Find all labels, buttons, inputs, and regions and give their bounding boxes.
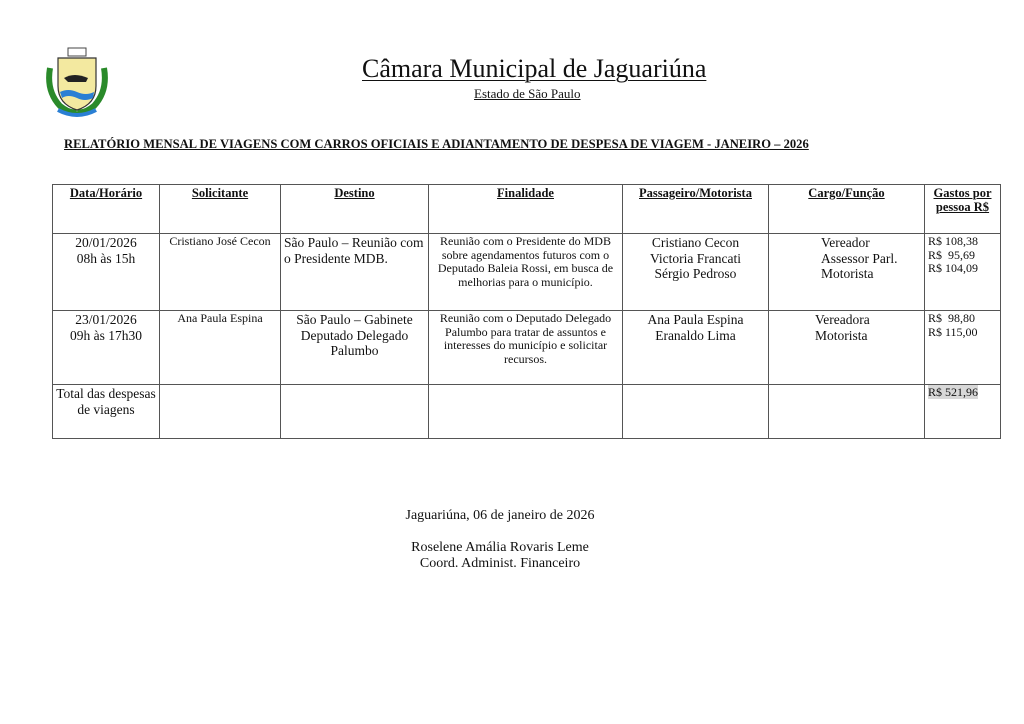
empty-cell [280, 384, 429, 439]
time: 09h às 17h30 [70, 327, 142, 343]
date-cell: 20/01/2026 08h às 15h [52, 233, 160, 311]
header-role: Cargo/Função [768, 184, 925, 234]
passenger: Victoria Francati [649, 250, 742, 266]
role-cell: Vereador Assessor Parl. Motorista [768, 233, 925, 311]
cost: R$ 104,09 [928, 261, 979, 275]
header-purpose: Finalidade [428, 184, 623, 234]
role: Assessor Parl. [821, 250, 898, 266]
time: 08h às 15h [76, 250, 136, 266]
header-cost: Gastos por pessoa R$ [924, 184, 1001, 234]
empty-cell [768, 384, 925, 439]
page-subtitle: Estado de São Paulo [474, 86, 581, 101]
cost: R$ 95,69 [928, 247, 976, 262]
role: Motorista [815, 327, 868, 343]
total-label: Total das despesas de viagens [52, 384, 160, 439]
place-date: Jaguariúna, 06 de janeiro de 2026 [405, 508, 595, 523]
date-cell: 23/01/2026 09h às 17h30 [52, 310, 160, 385]
passenger: Ana Paula Espina [647, 312, 744, 327]
page-title: Câmara Municipal de Jaguariúna [362, 54, 707, 83]
empty-cell [159, 384, 281, 439]
role-cell: Vereadora Motorista [768, 310, 925, 385]
empty-cell [622, 384, 769, 439]
report-title: RELATÓRIO MENSAL DE VIAGENS COM CARROS O… [64, 137, 809, 151]
header-requester: Solicitante [159, 184, 281, 234]
total-row: Total das despesas de viagens R$ 521,96 [52, 384, 1001, 439]
requester-cell: Ana Paula Espina [159, 310, 281, 385]
destination-cell: São Paulo – Reunião com o Presidente MDB… [280, 233, 429, 311]
passenger-cell: Cristiano Cecon Victoria Francati Sérgio P… [622, 233, 769, 311]
role: Vereador [821, 235, 870, 250]
signer-role: Coord. Administ. Financeiro [419, 556, 581, 571]
table-row: 23/01/2026 09h às 17h30 Ana Paula Espina … [52, 310, 1001, 385]
requester-cell: Cristiano José Cecon [159, 233, 281, 311]
table-row: 20/01/2026 08h às 15h Cristiano José Ceco… [52, 233, 1001, 311]
cost-cell: R$ 108,38 R$ 95,69 R$ 104,09 [924, 233, 1001, 311]
purpose-cell: Reunião com o Presidente do MDB sobre ag… [428, 233, 623, 311]
header-date: Data/Horário [52, 184, 160, 234]
total-value: R$ 521,96 [928, 385, 979, 399]
table-header-row: Data/Horário Solicitante Destino Finalid… [52, 184, 1001, 234]
role: Vereadora [815, 312, 870, 327]
signer-name: Roselene Amália Rovaris Leme [411, 540, 589, 555]
travel-table: Data/Horário Solicitante Destino Finalid… [52, 184, 1001, 439]
header-passenger: Passageiro/Motorista [622, 184, 769, 234]
passenger: Sérgio Pedroso [654, 266, 737, 281]
passenger: Eranaldo Lima [655, 327, 736, 343]
total-value-cell: R$ 521,96 [924, 384, 1001, 439]
cost: R$ 108,38 [928, 234, 979, 248]
empty-cell [428, 384, 623, 439]
role: Motorista [821, 266, 874, 281]
cost: R$ 98,80 [928, 311, 976, 325]
purpose-cell: Reunião com o Deputado Delegado Palumbo … [428, 310, 623, 385]
date: 20/01/2026 [75, 235, 137, 250]
passenger-cell: Ana Paula Espina Eranaldo Lima [622, 310, 769, 385]
header-destination: Destino [280, 184, 429, 234]
coat-of-arms-logo [46, 47, 108, 117]
destination-cell: São Paulo – Gabinete Deputado Delegado P… [280, 310, 429, 385]
cost: R$ 115,00 [928, 324, 978, 339]
cost-cell: R$ 98,80 R$ 115,00 [924, 310, 1001, 385]
date: 23/01/2026 [75, 312, 137, 327]
passenger: Cristiano Cecon [651, 235, 740, 250]
